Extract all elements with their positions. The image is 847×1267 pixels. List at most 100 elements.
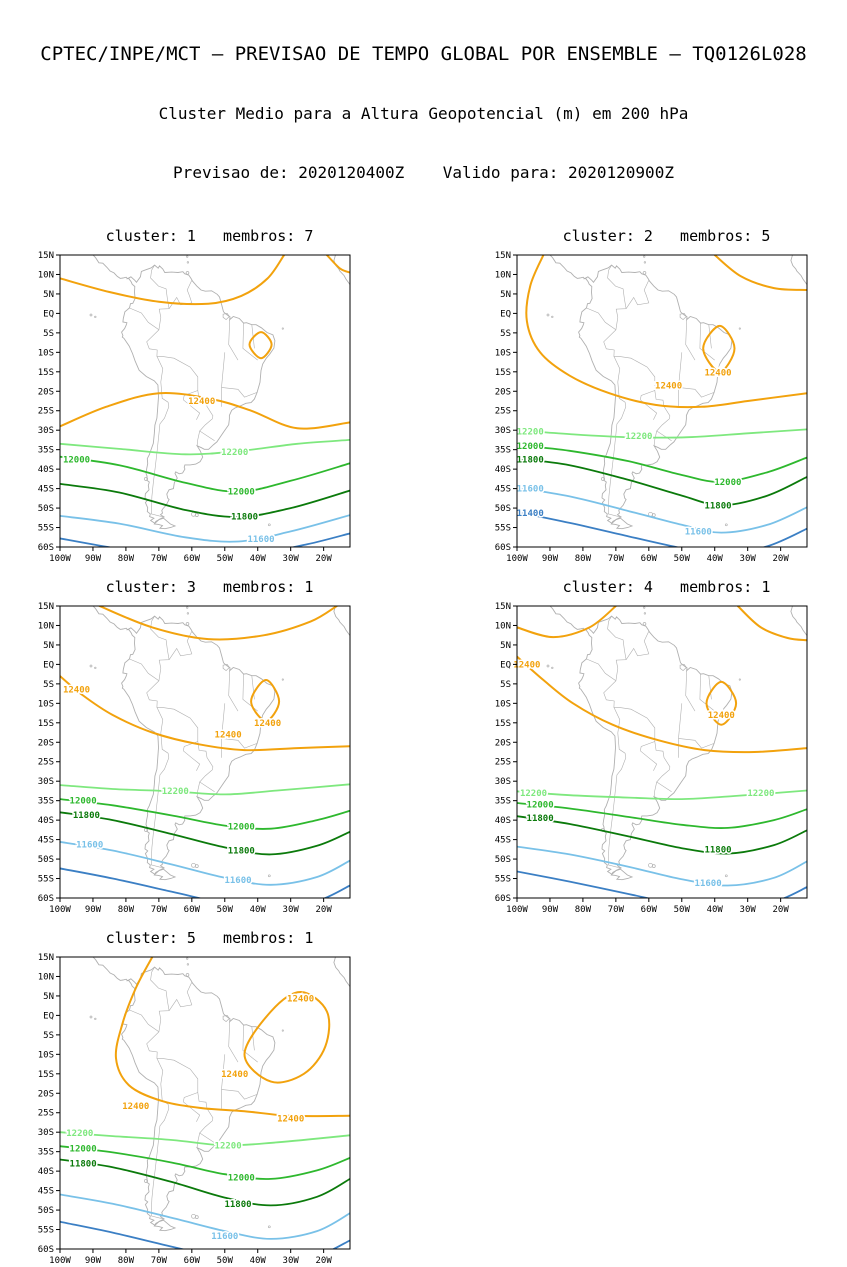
cluster-panel-3: cluster: 3 membros: 1 12400 12400 12400 122… bbox=[20, 577, 365, 916]
lon-tick-label: 40W bbox=[250, 554, 267, 564]
contour-12400 bbox=[705, 680, 738, 726]
lat-tick-label: 30S bbox=[495, 426, 511, 436]
contour-label: 12400 bbox=[513, 660, 540, 670]
lat-tick-label: EQ bbox=[43, 1011, 54, 1021]
lon-tick-label: 70W bbox=[608, 554, 625, 564]
panel-title: cluster: 4 membros: 1 bbox=[562, 578, 771, 596]
lat-tick-label: 20S bbox=[38, 1089, 54, 1099]
panel-title: cluster: 1 membros: 7 bbox=[105, 227, 314, 245]
lon-tick-label: 50W bbox=[674, 905, 691, 915]
contour-label: 11600 bbox=[211, 1232, 238, 1242]
lat-tick-label: 10N bbox=[38, 972, 54, 982]
lat-tick-label: 45S bbox=[38, 1187, 54, 1197]
lon-tick-label: 60W bbox=[641, 905, 658, 915]
contour-label: 12000 bbox=[63, 455, 90, 465]
lon-tick-label: 30W bbox=[283, 905, 300, 915]
lon-tick-label: 100W bbox=[506, 554, 528, 564]
contour-label: 11800 bbox=[70, 1159, 97, 1169]
lon-tick-label: 70W bbox=[151, 1256, 168, 1266]
contour-label: 12400 bbox=[277, 1115, 304, 1125]
lat-tick-label: 25S bbox=[495, 407, 511, 417]
contour-12400 bbox=[250, 678, 281, 722]
lon-tick-label: 30W bbox=[740, 905, 757, 915]
lat-tick-label: 5S bbox=[500, 680, 511, 690]
contour-12400 bbox=[60, 675, 350, 752]
contour-12000 bbox=[517, 444, 807, 483]
contour-12400 bbox=[248, 331, 273, 360]
lon-tick-label: 80W bbox=[118, 905, 135, 915]
lat-tick-label: EQ bbox=[500, 660, 511, 670]
lat-tick-label: 50S bbox=[38, 1206, 54, 1216]
contour-11400 bbox=[60, 1220, 350, 1249]
contour-11800 bbox=[60, 1158, 350, 1207]
lon-tick-label: 30W bbox=[283, 1256, 300, 1266]
lat-tick-label: 15N bbox=[38, 602, 54, 612]
lat-tick-label: 15S bbox=[495, 719, 511, 729]
contour-11800 bbox=[517, 815, 807, 855]
map-frame bbox=[516, 605, 808, 899]
cluster-1-contour-map: 12400 12200 12000 12000 11800 11600 15N 10N 5N EQ… bbox=[38, 251, 351, 564]
panel-map-slot: 12400 12400 12400 12200 12000 12000 11800 11800… bbox=[20, 598, 365, 916]
south-america-basemap bbox=[546, 255, 807, 530]
cluster-panel-5: cluster: 5 membros: 1 12400 12400 12400 124… bbox=[20, 928, 365, 1267]
lat-tick-label: 5N bbox=[43, 290, 54, 300]
lat-tick-label: 45S bbox=[495, 485, 511, 495]
map-area bbox=[60, 255, 350, 547]
contour-12400 bbox=[60, 255, 286, 306]
lat-tick-label: 55S bbox=[495, 875, 511, 885]
lat-tick-label: 15S bbox=[38, 368, 54, 378]
contour-label: 12000 bbox=[527, 801, 554, 811]
contour-12200 bbox=[60, 783, 350, 796]
lat-tick-label: 10S bbox=[38, 1050, 54, 1060]
cluster-panel-4: cluster: 4 membros: 1 12400 12400 12200 122… bbox=[477, 577, 822, 916]
lon-tick-label: 80W bbox=[118, 1256, 135, 1266]
contour-label: 12000 bbox=[714, 478, 741, 488]
lat-tick-label: 5S bbox=[43, 680, 54, 690]
contour-12400 bbox=[517, 606, 617, 639]
contour-12400 bbox=[713, 255, 807, 291]
contour-12400 bbox=[517, 655, 807, 754]
contour-label: 12400 bbox=[708, 711, 735, 721]
contour-11800 bbox=[60, 483, 350, 518]
contour-label: 11800 bbox=[231, 513, 258, 523]
lat-tick-label: 45S bbox=[495, 836, 511, 846]
lat-tick-label: 30S bbox=[38, 1128, 54, 1138]
lat-tick-label: 50S bbox=[495, 855, 511, 865]
lon-tick-label: 40W bbox=[250, 905, 267, 915]
contour-label: 12200 bbox=[221, 448, 248, 458]
contour-11600 bbox=[60, 841, 350, 886]
south-america-basemap bbox=[546, 606, 807, 881]
contour-11600 bbox=[60, 1193, 350, 1240]
contour-12000 bbox=[60, 798, 350, 830]
lat-tick-label: 30S bbox=[495, 777, 511, 787]
contour-label: 11400 bbox=[517, 509, 544, 519]
contour-label: 12000 bbox=[228, 488, 255, 498]
lat-tick-label: 25S bbox=[38, 407, 54, 417]
lat-tick-label: 55S bbox=[38, 524, 54, 534]
lat-tick-label: 60S bbox=[495, 894, 511, 904]
lat-tick-label: 55S bbox=[38, 1226, 54, 1236]
contour-12200 bbox=[517, 428, 807, 439]
lat-tick-label: 10N bbox=[495, 621, 511, 631]
lat-tick-label: 20S bbox=[495, 738, 511, 748]
lat-tick-label: 55S bbox=[495, 524, 511, 534]
contour-12400 bbox=[243, 990, 331, 1084]
lat-tick-label: 40S bbox=[495, 816, 511, 826]
contour-label: 11800 bbox=[527, 814, 554, 824]
contour-11600 bbox=[517, 486, 807, 534]
lat-tick-label: EQ bbox=[43, 309, 54, 319]
contour-12400 bbox=[702, 324, 736, 373]
lon-tick-label: 70W bbox=[151, 905, 168, 915]
panel-map-slot: 12400 12400 12200 12200 12000 11800 11800 11600… bbox=[477, 598, 822, 916]
cluster-5-contour-map: 12400 12400 12400 12400 12200 12200 12000 12000… bbox=[38, 953, 351, 1266]
panel-title: cluster: 5 membros: 1 bbox=[105, 929, 314, 947]
lon-tick-label: 20W bbox=[316, 905, 333, 915]
lat-tick-label: 50S bbox=[38, 855, 54, 865]
south-america-basemap bbox=[89, 606, 350, 881]
panel-title: cluster: 3 membros: 1 bbox=[105, 578, 314, 596]
contour-12400 bbox=[325, 255, 350, 274]
lon-tick-label: 40W bbox=[250, 1256, 267, 1266]
lat-tick-label: 30S bbox=[38, 426, 54, 436]
contour-label: 12400 bbox=[215, 731, 242, 741]
cluster-panel-1: cluster: 1 membros: 7 12400 12200 12000 120… bbox=[20, 226, 365, 565]
